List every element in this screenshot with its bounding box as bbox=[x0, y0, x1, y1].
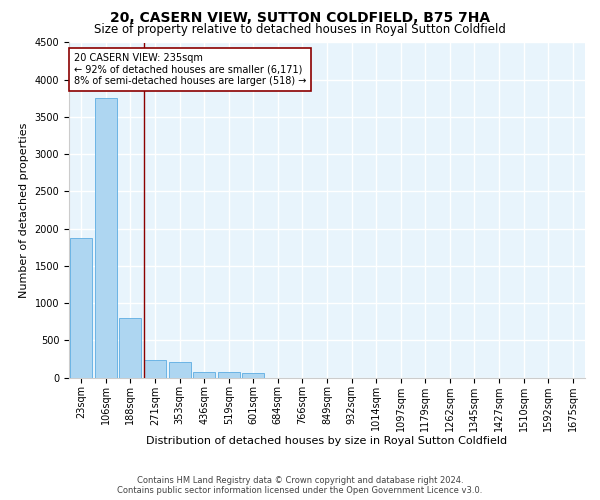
Bar bbox=[119, 318, 142, 378]
Text: Size of property relative to detached houses in Royal Sutton Coldfield: Size of property relative to detached ho… bbox=[94, 22, 506, 36]
Bar bbox=[242, 373, 265, 378]
Bar bbox=[193, 372, 215, 378]
Bar bbox=[169, 362, 191, 378]
Bar bbox=[218, 372, 240, 378]
Bar bbox=[95, 98, 117, 378]
Y-axis label: Number of detached properties: Number of detached properties bbox=[19, 122, 29, 298]
Text: 20, CASERN VIEW, SUTTON COLDFIELD, B75 7HA: 20, CASERN VIEW, SUTTON COLDFIELD, B75 7… bbox=[110, 11, 490, 25]
Bar bbox=[70, 238, 92, 378]
Text: 20 CASERN VIEW: 235sqm
← 92% of detached houses are smaller (6,171)
8% of semi-d: 20 CASERN VIEW: 235sqm ← 92% of detached… bbox=[74, 52, 307, 86]
Bar bbox=[144, 360, 166, 378]
X-axis label: Distribution of detached houses by size in Royal Sutton Coldfield: Distribution of detached houses by size … bbox=[146, 436, 508, 446]
Text: Contains HM Land Registry data © Crown copyright and database right 2024.
Contai: Contains HM Land Registry data © Crown c… bbox=[118, 476, 482, 495]
